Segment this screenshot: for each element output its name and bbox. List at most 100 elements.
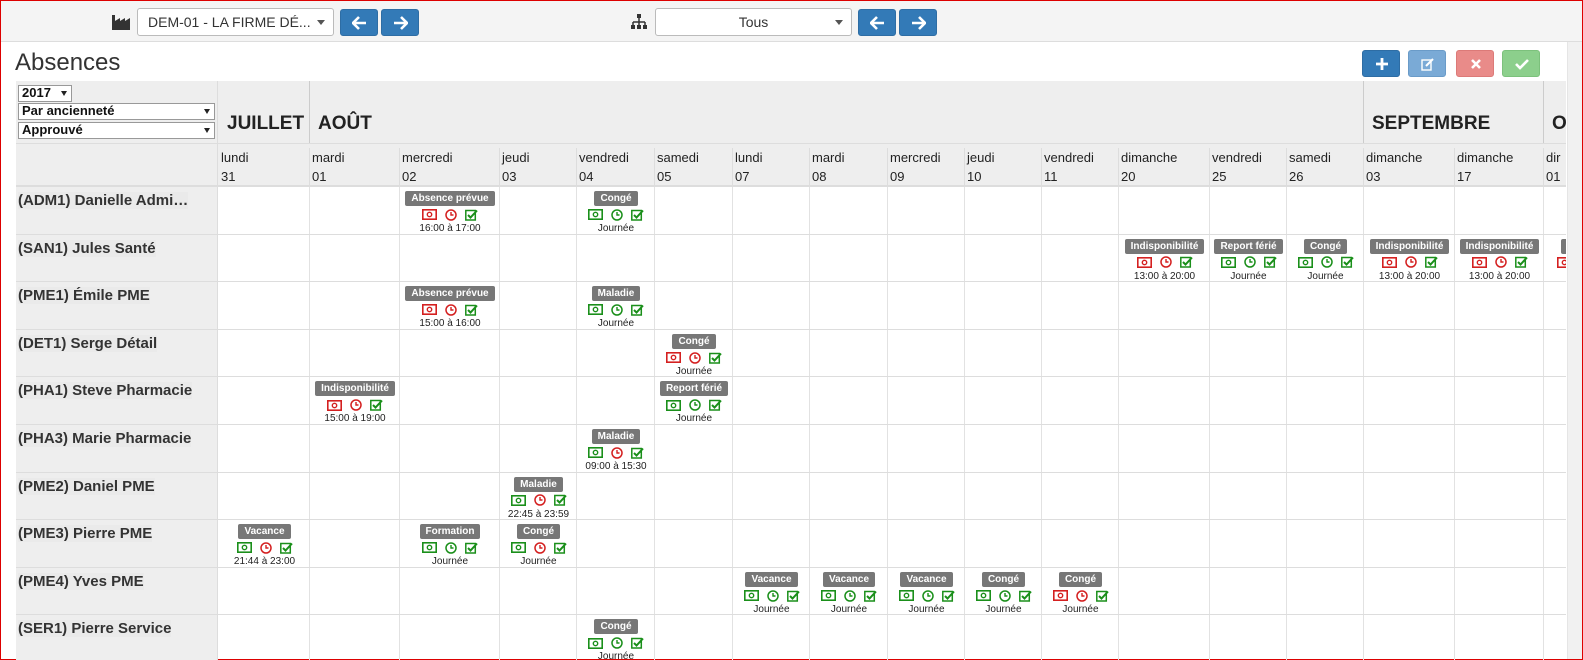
day-cell[interactable]	[1455, 472, 1544, 520]
day-cell[interactable]	[1210, 520, 1287, 567]
day-cell[interactable]	[310, 567, 400, 615]
department-next-button[interactable]	[899, 9, 937, 36]
absence-type-badge[interactable]: Congé	[594, 191, 638, 206]
day-cell[interactable]	[1364, 187, 1455, 234]
absence-event[interactable]: Ind 13:	[1544, 236, 1566, 282]
day-cell[interactable]	[1210, 472, 1287, 520]
day-cell[interactable]	[1042, 425, 1119, 472]
day-cell[interactable]	[888, 567, 965, 615]
day-cell[interactable]	[1119, 282, 1210, 329]
day-cell[interactable]	[500, 329, 577, 377]
day-cell[interactable]	[810, 567, 888, 615]
day-cell[interactable]	[655, 520, 733, 567]
day-cell[interactable]	[733, 425, 810, 472]
day-header[interactable]: mardi 01	[310, 148, 400, 191]
delete-button[interactable]	[1456, 50, 1494, 77]
day-cell[interactable]	[1544, 568, 1566, 615]
day-cell[interactable]	[500, 615, 577, 660]
absence-event[interactable]: Vacance Journée	[888, 569, 965, 615]
absence-type-badge[interactable]: Vacance	[822, 571, 876, 587]
day-cell[interactable]	[500, 234, 577, 282]
day-cell[interactable]	[1119, 567, 1210, 615]
day-cell[interactable]	[1042, 567, 1119, 615]
day-cell[interactable]	[500, 282, 577, 329]
day-cell[interactable]	[1210, 187, 1287, 234]
day-cell[interactable]	[733, 615, 810, 660]
day-cell[interactable]	[577, 282, 655, 329]
absence-type-badge[interactable]: Congé	[594, 619, 638, 635]
day-cell[interactable]	[219, 329, 310, 377]
day-header[interactable]: dimanche 03	[1364, 148, 1455, 191]
day-cell[interactable]	[965, 377, 1042, 424]
employee-name[interactable]: (DET1) Serge Détail	[18, 334, 158, 352]
day-cell[interactable]	[1544, 377, 1566, 424]
day-cell[interactable]	[1455, 377, 1544, 424]
day-cell[interactable]	[1210, 615, 1287, 660]
absence-event[interactable]: Congé Journée	[500, 521, 577, 567]
day-cell[interactable]	[965, 615, 1042, 660]
day-cell[interactable]	[1210, 282, 1287, 329]
absence-event[interactable]: Report férié Journée	[655, 378, 733, 424]
day-cell[interactable]	[1364, 234, 1455, 282]
day-cell[interactable]	[1364, 615, 1455, 660]
day-cell[interactable]	[1119, 425, 1210, 472]
day-cell[interactable]	[310, 234, 400, 282]
day-cell[interactable]	[400, 282, 500, 329]
day-cell[interactable]	[810, 329, 888, 377]
day-cell[interactable]	[1544, 330, 1566, 377]
day-cell[interactable]	[400, 377, 500, 424]
day-cell[interactable]	[219, 187, 310, 234]
day-cell[interactable]	[500, 187, 577, 234]
absence-event[interactable]: Maladie Journée	[577, 283, 655, 329]
absence-type-badge[interactable]: Vacance	[238, 524, 291, 540]
day-cell[interactable]	[1119, 234, 1210, 282]
day-cell[interactable]	[577, 329, 655, 377]
approve-button[interactable]	[1502, 50, 1540, 77]
day-cell[interactable]	[1042, 234, 1119, 282]
vertical-scrollbar[interactable]	[1567, 42, 1582, 659]
day-cell[interactable]	[1210, 567, 1287, 615]
absence-event[interactable]: Maladie 09:00 à 15:30	[577, 426, 655, 472]
day-header[interactable]: samedi 26	[1287, 148, 1364, 191]
day-cell[interactable]	[219, 615, 310, 660]
day-header[interactable]: dimanche 17	[1455, 148, 1544, 191]
day-cell[interactable]	[1287, 377, 1364, 424]
day-cell[interactable]	[810, 187, 888, 234]
day-cell[interactable]	[733, 329, 810, 377]
day-cell[interactable]	[733, 567, 810, 615]
day-cell[interactable]	[733, 472, 810, 520]
day-cell[interactable]	[1364, 520, 1455, 567]
day-cell[interactable]	[219, 282, 310, 329]
sort-select[interactable]: Par ancienneté	[18, 103, 215, 120]
day-cell[interactable]	[888, 377, 965, 424]
absence-type-badge[interactable]: Ind	[1560, 238, 1566, 254]
day-cell[interactable]	[810, 377, 888, 424]
absence-event[interactable]: Absence prévue 15:00 à 16:00	[400, 283, 500, 329]
absence-event[interactable]: Vacance Journée	[733, 569, 810, 615]
day-cell[interactable]	[310, 377, 400, 424]
absence-event[interactable]: Formation Journée	[400, 521, 500, 567]
absence-event[interactable]: Congé Journée	[965, 569, 1042, 615]
absence-type-badge[interactable]: Vacance	[900, 571, 953, 587]
day-cell[interactable]	[655, 377, 733, 424]
day-cell[interactable]	[1287, 615, 1364, 660]
day-cell[interactable]	[1544, 282, 1566, 329]
day-cell[interactable]	[1455, 234, 1544, 282]
day-cell[interactable]	[655, 567, 733, 615]
day-cell[interactable]	[1287, 425, 1364, 472]
day-cell[interactable]	[1042, 472, 1119, 520]
day-header[interactable]: mardi 08	[810, 148, 888, 191]
day-cell[interactable]	[577, 567, 655, 615]
absence-event[interactable]: Congé Journée	[577, 188, 655, 234]
day-cell[interactable]	[733, 187, 810, 234]
day-cell[interactable]	[655, 187, 733, 234]
day-header[interactable]: samedi 05	[655, 148, 733, 191]
department-select[interactable]: Tous	[655, 8, 852, 36]
day-cell[interactable]	[1455, 567, 1544, 615]
day-cell[interactable]	[310, 615, 400, 660]
day-cell[interactable]	[310, 282, 400, 329]
day-cell[interactable]	[655, 615, 733, 660]
day-cell[interactable]	[400, 520, 500, 567]
day-cell[interactable]	[888, 615, 965, 660]
day-cell[interactable]	[733, 377, 810, 424]
